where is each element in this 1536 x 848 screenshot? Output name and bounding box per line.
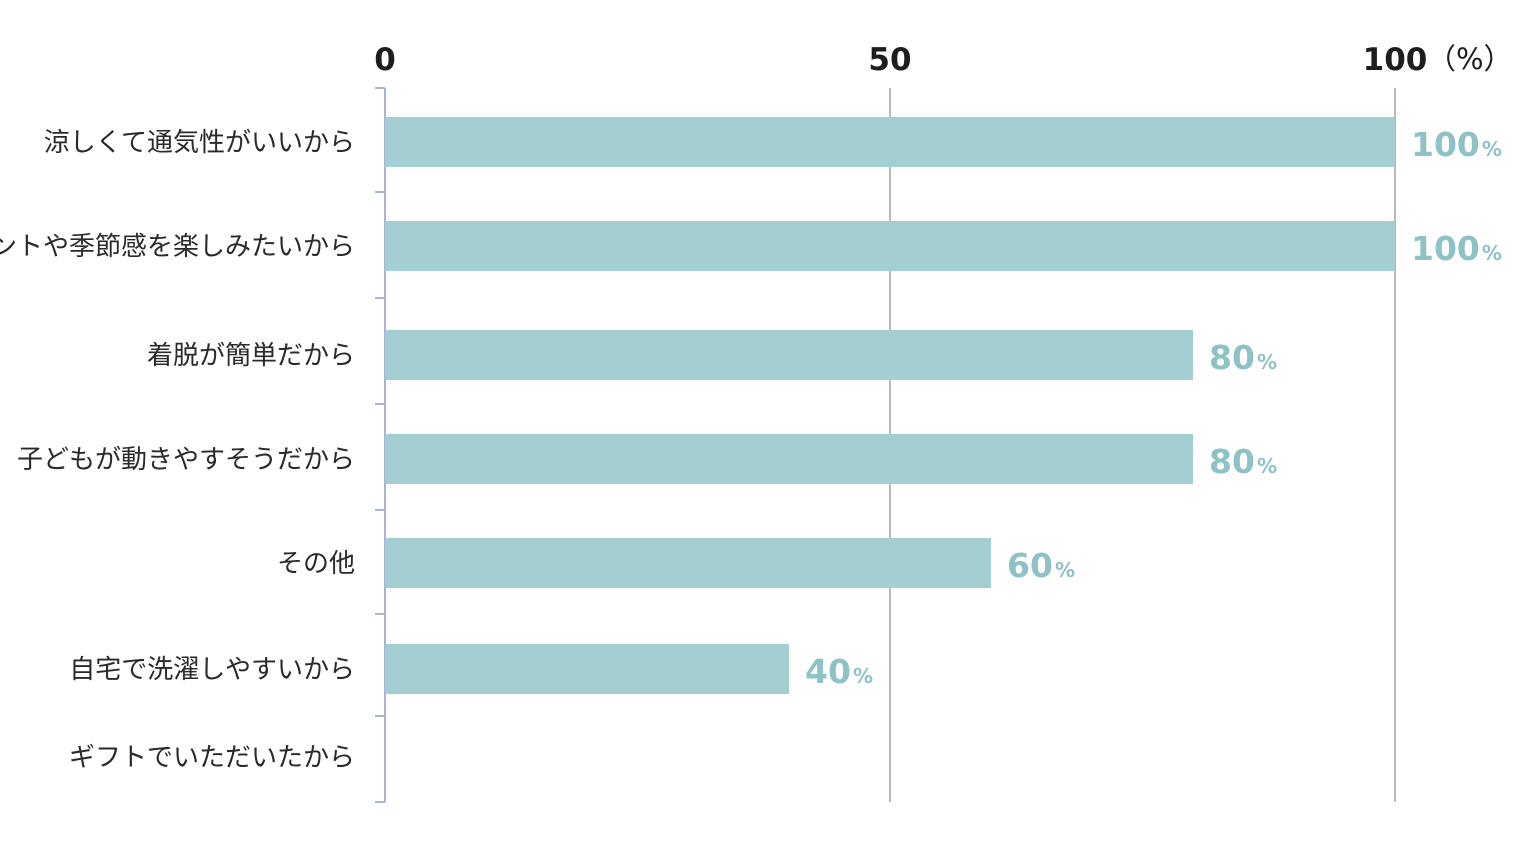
- value-suffix: %: [1482, 137, 1502, 161]
- value-suffix: %: [1055, 558, 1075, 582]
- value-label: 60%: [1007, 546, 1075, 585]
- labels: 050100（%）涼しくて通気性がいいから100%イベントや季節感を楽しみたいか…: [0, 42, 1513, 773]
- value-number: 100: [1411, 125, 1480, 164]
- value-label: 80%: [1209, 338, 1277, 377]
- value-suffix: %: [1482, 241, 1502, 265]
- bar: [385, 434, 1193, 484]
- category-axis: [375, 87, 386, 803]
- category-label: ギフトでいただいたから: [69, 743, 355, 773]
- category-label: イベントや季節感を楽しみたいから: [0, 232, 355, 262]
- x-unit-label: （%）: [1427, 42, 1513, 76]
- x-tick-label: 0: [374, 42, 396, 78]
- category-label: 自宅で洗濯しやすいから: [69, 655, 355, 685]
- bar: [385, 644, 789, 694]
- value-number: 100: [1411, 229, 1480, 268]
- value-label: 100%: [1411, 125, 1502, 164]
- value-label: 40%: [805, 652, 873, 691]
- category-label: その他: [277, 549, 355, 579]
- category-label: 着脱が簡単だから: [147, 341, 355, 371]
- bar: [385, 221, 1395, 271]
- category-label: 子どもが動きやすそうだから: [17, 445, 355, 475]
- category-label: 涼しくて通気性がいいから: [44, 128, 355, 158]
- value-number: 80: [1209, 442, 1255, 481]
- value-suffix: %: [1257, 454, 1277, 478]
- bar: [385, 538, 991, 588]
- value-label: 80%: [1209, 442, 1277, 481]
- bars: [385, 117, 1395, 694]
- value-number: 80: [1209, 338, 1255, 377]
- bar: [385, 117, 1395, 167]
- value-suffix: %: [1257, 350, 1277, 374]
- x-tick-label: 50: [868, 42, 911, 78]
- value-label: 100%: [1411, 229, 1502, 268]
- bar: [385, 330, 1193, 380]
- value-number: 40: [805, 652, 851, 691]
- x-tick-label: 100: [1363, 42, 1428, 78]
- value-number: 60: [1007, 546, 1053, 585]
- value-suffix: %: [853, 664, 873, 688]
